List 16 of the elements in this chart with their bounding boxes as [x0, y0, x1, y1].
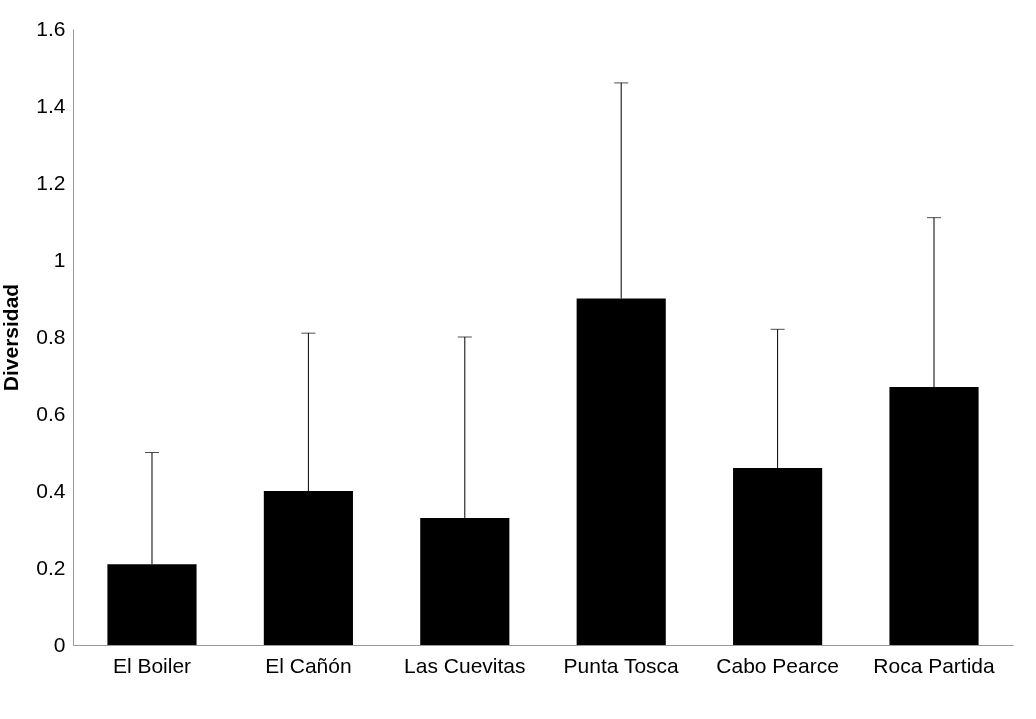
- y-tick-label: 1.2: [36, 170, 66, 194]
- y-axis-title: Diversidad: [0, 283, 23, 392]
- y-tick-label: 0.2: [36, 555, 66, 579]
- y-tick-label: 0.4: [36, 478, 66, 502]
- x-tick-label: El Cañón: [265, 653, 352, 677]
- y-tick-label: 0.8: [36, 324, 66, 348]
- x-tick-label: Cabo Pearce: [716, 653, 839, 677]
- y-tick-label: 0: [53, 632, 66, 656]
- x-tick-label: Punta Tosca: [563, 653, 680, 677]
- x-tick-label: Las Cuevitas: [404, 653, 526, 677]
- y-tick-label: 0.6: [36, 401, 66, 425]
- x-tick-label: El Boiler: [112, 653, 192, 677]
- x-tick-label: Roca Partida: [873, 653, 996, 677]
- y-tick-label: 1.6: [36, 16, 66, 40]
- y-tick-label: 1.4: [36, 93, 66, 117]
- y-tick-label: 1: [53, 247, 66, 271]
